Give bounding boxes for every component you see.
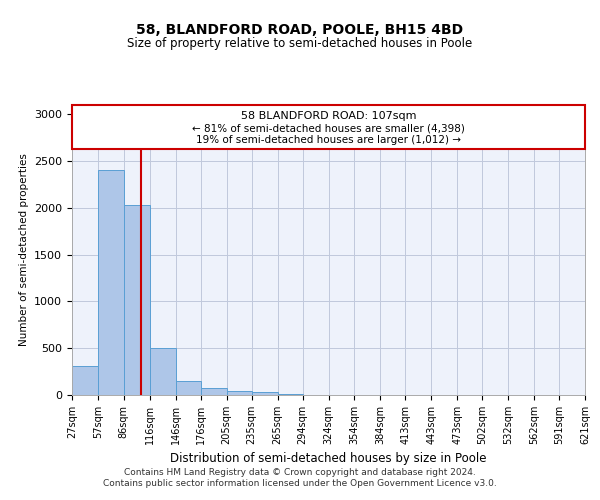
Bar <box>278 394 302 395</box>
Text: ← 81% of semi-detached houses are smaller (4,398): ← 81% of semi-detached houses are smalle… <box>192 124 465 134</box>
Bar <box>72 366 98 395</box>
Bar <box>200 388 227 395</box>
Text: Size of property relative to semi-detached houses in Poole: Size of property relative to semi-detach… <box>127 38 473 51</box>
FancyBboxPatch shape <box>72 105 585 149</box>
Text: 19% of semi-detached houses are larger (1,012) →: 19% of semi-detached houses are larger (… <box>196 135 461 145</box>
X-axis label: Distribution of semi-detached houses by size in Poole: Distribution of semi-detached houses by … <box>170 452 487 466</box>
Bar <box>124 205 150 395</box>
Bar <box>150 348 176 395</box>
Bar <box>176 381 200 395</box>
Text: Contains public sector information licensed under the Open Government Licence v3: Contains public sector information licen… <box>103 480 497 488</box>
Y-axis label: Number of semi-detached properties: Number of semi-detached properties <box>19 154 29 346</box>
Text: 58 BLANDFORD ROAD: 107sqm: 58 BLANDFORD ROAD: 107sqm <box>241 111 416 121</box>
Bar <box>98 170 124 395</box>
Text: 58, BLANDFORD ROAD, POOLE, BH15 4BD: 58, BLANDFORD ROAD, POOLE, BH15 4BD <box>136 22 464 36</box>
Bar <box>251 392 278 395</box>
Bar <box>227 391 251 395</box>
Text: Contains HM Land Registry data © Crown copyright and database right 2024.: Contains HM Land Registry data © Crown c… <box>124 468 476 477</box>
